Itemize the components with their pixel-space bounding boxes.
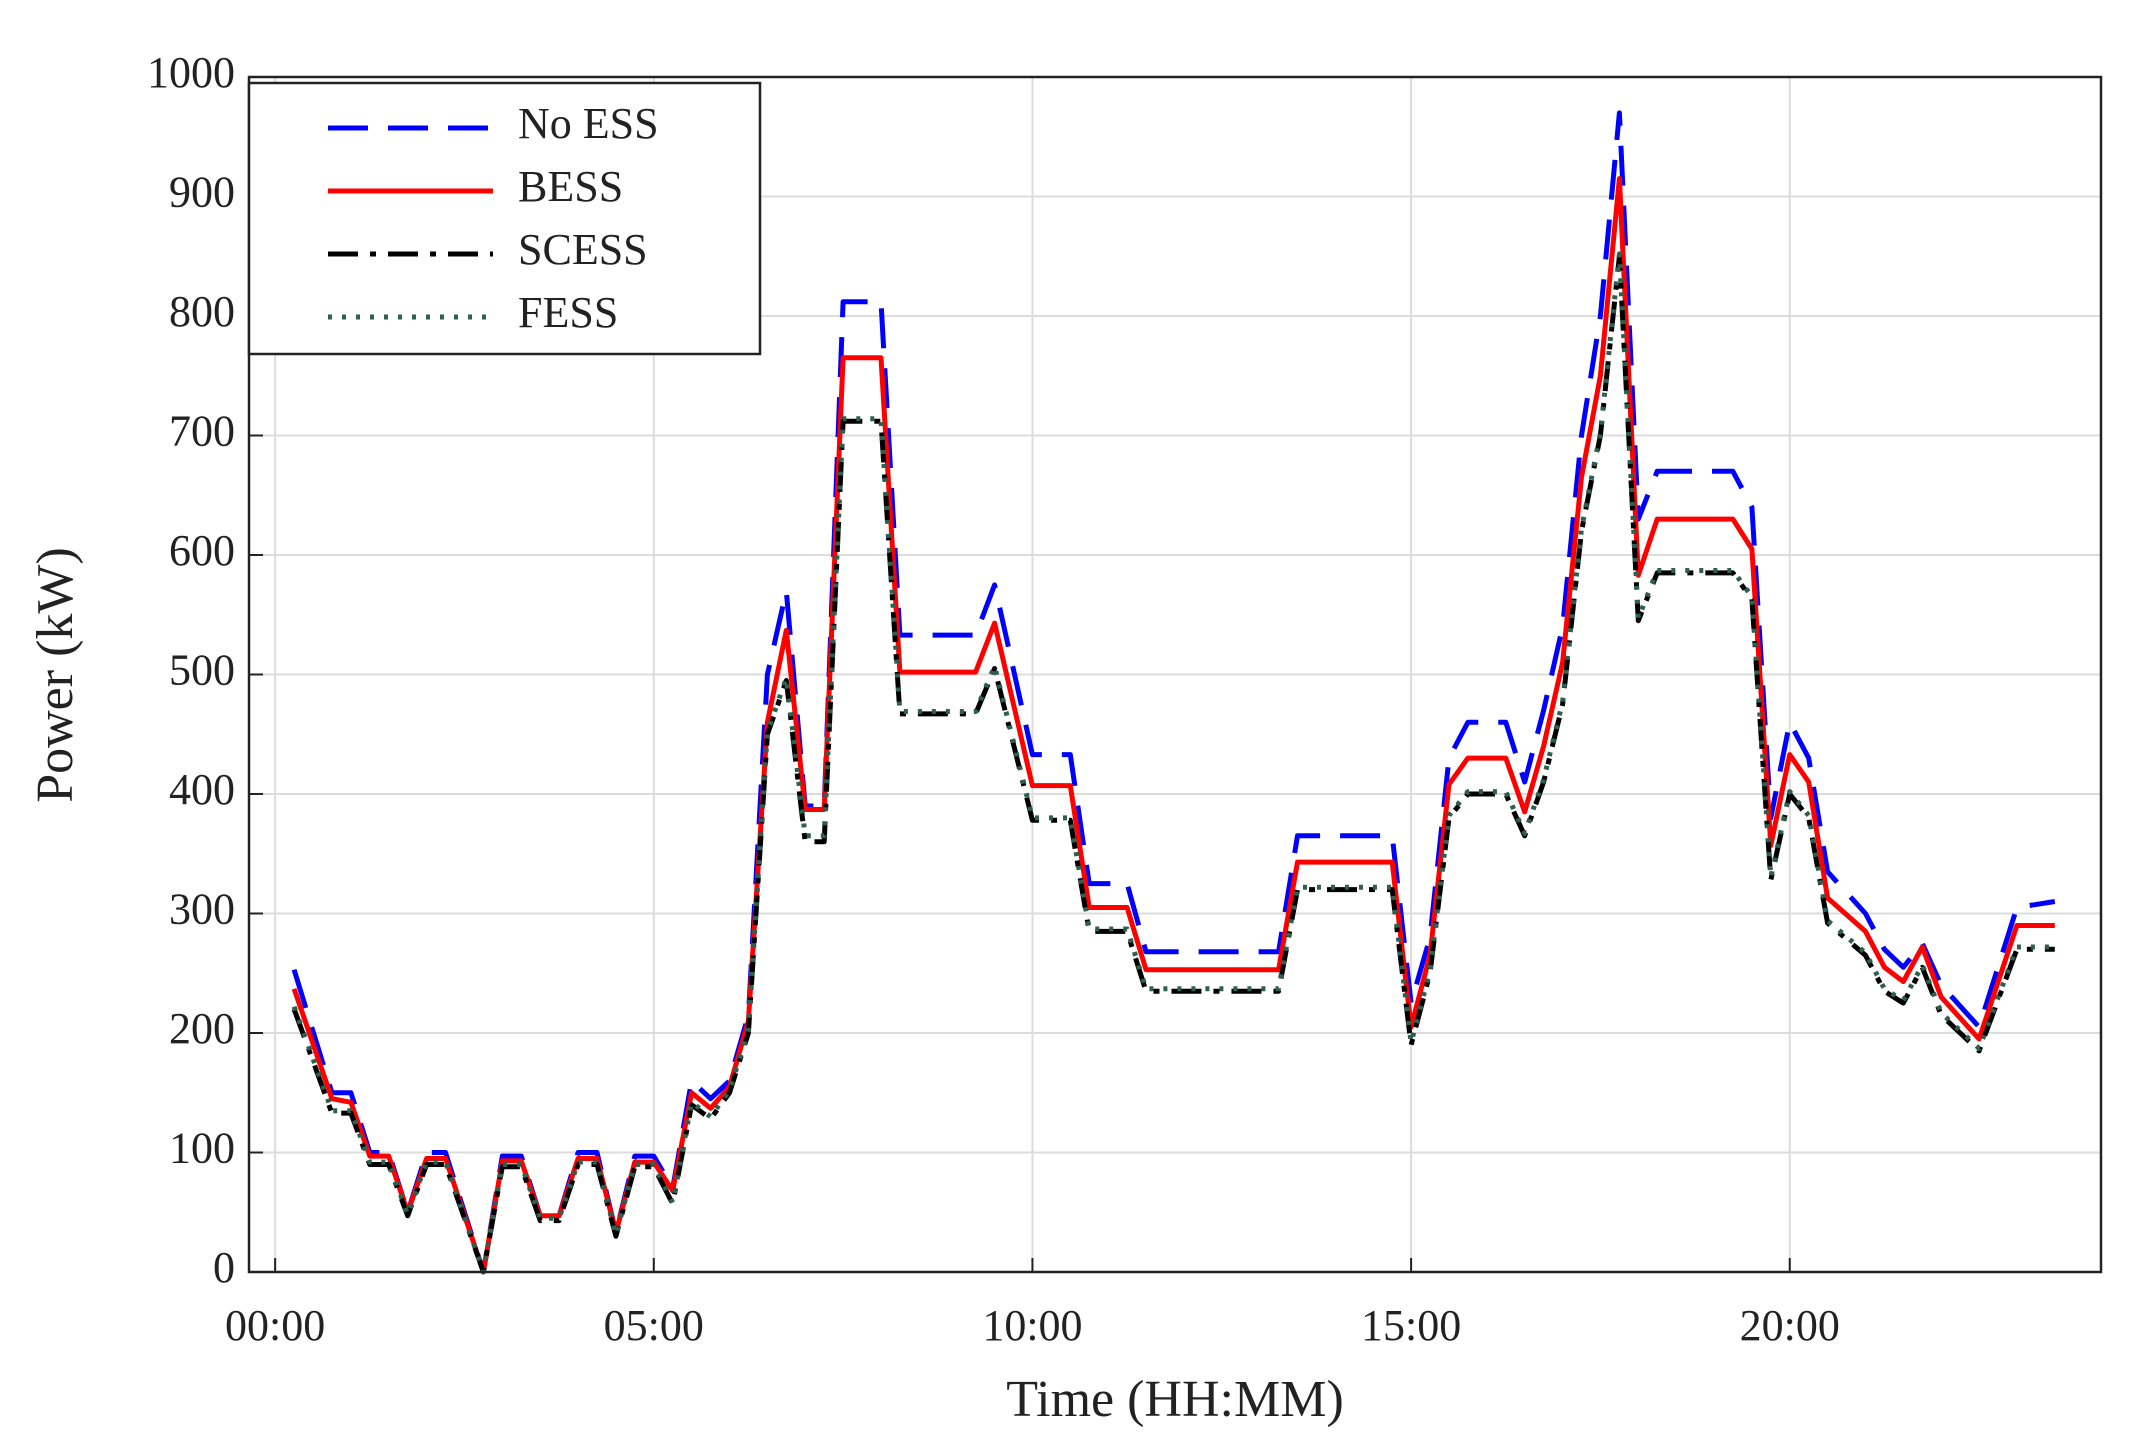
y-tick-label: 900 [169,168,235,217]
y-tick-label: 300 [169,885,235,934]
x-tick-label: 20:00 [1740,1301,1840,1350]
y-tick-label: 700 [169,407,235,456]
y-tick-label: 400 [169,765,235,814]
x-axis-title: Time (HH:MM) [1006,1371,1344,1428]
legend-label: FESS [518,288,618,337]
x-tick-label: 15:00 [1361,1301,1461,1350]
y-tick-label: 800 [169,287,235,336]
x-tick-label: 05:00 [604,1301,704,1350]
legend-label: No ESS [518,99,659,148]
y-tick-label: 600 [169,526,235,575]
series-line [291,253,2055,1275]
x-tick-label: 00:00 [225,1301,325,1350]
y-tick-label: 0 [213,1243,235,1292]
legend-label: SCESS [518,225,648,274]
legend-label: BESS [518,162,623,211]
x-tick-label: 10:00 [982,1301,1082,1350]
plot-frame [247,75,2103,1274]
y-axis-title: Power (kW) [27,547,84,803]
y-tick-label: 200 [169,1004,235,1053]
y-tick-label: 100 [169,1124,235,1173]
legend-box [247,81,762,356]
y-tick-label: 1000 [147,48,235,97]
y-tick-label: 500 [169,646,235,695]
